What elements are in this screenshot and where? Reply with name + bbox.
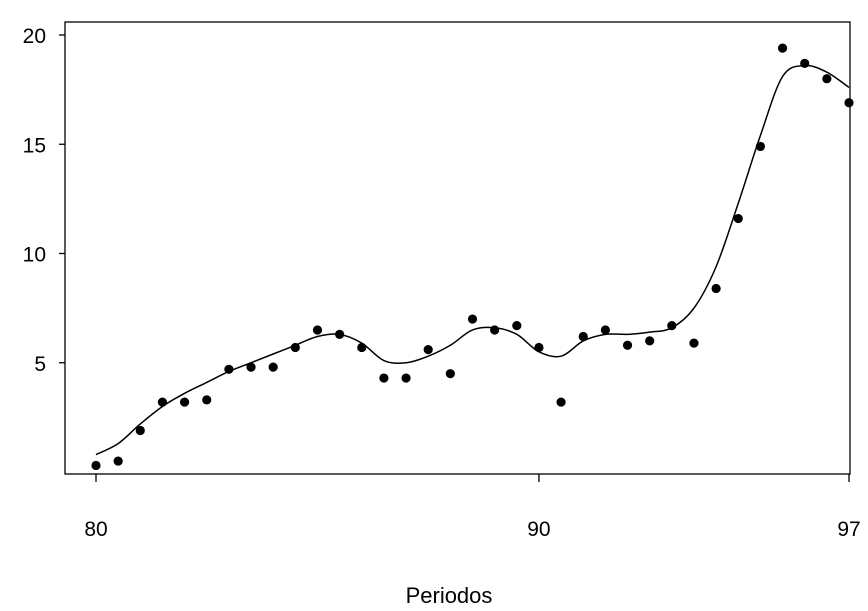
x-axis: 80 90 97	[84, 474, 861, 541]
data-point	[445, 369, 455, 379]
data-point	[224, 364, 234, 374]
data-point	[423, 345, 433, 355]
data-point	[246, 362, 256, 372]
data-point	[622, 340, 633, 350]
data-point	[379, 373, 389, 383]
data-point	[490, 325, 500, 335]
data-point	[179, 397, 190, 407]
y-tick-label: 20	[23, 25, 46, 48]
y-tick-label: 15	[23, 134, 46, 157]
data-point	[157, 397, 168, 407]
fitted-line	[95, 64, 850, 456]
data-point	[534, 342, 544, 353]
x-tick-label: 97	[837, 518, 860, 541]
data-point	[667, 321, 677, 331]
data-point	[357, 342, 367, 353]
data-point	[711, 283, 721, 294]
plot-frame	[64, 21, 851, 475]
data-point	[290, 342, 300, 353]
x-tick-label: 90	[527, 518, 550, 541]
scatter-points-series	[91, 43, 854, 471]
data-point	[202, 395, 212, 405]
data-point	[467, 314, 478, 324]
data-point	[733, 213, 743, 224]
data-point	[556, 397, 566, 407]
x-tick-label: 80	[84, 518, 107, 541]
data-point	[335, 329, 345, 339]
y-axis: 5 10 15 20	[23, 25, 65, 376]
data-point	[689, 338, 699, 348]
data-point	[822, 74, 832, 84]
data-point	[755, 141, 766, 152]
data-point	[844, 98, 854, 108]
data-point	[91, 460, 101, 471]
data-point	[645, 336, 655, 346]
data-point	[600, 325, 610, 335]
x-axis-title: Periodos	[406, 583, 493, 608]
data-point	[401, 373, 411, 383]
data-point	[800, 58, 810, 69]
data-point	[512, 321, 522, 331]
data-point	[113, 456, 123, 466]
data-point	[135, 425, 145, 436]
data-point	[777, 43, 788, 53]
plot-border	[64, 21, 851, 475]
y-tick-label: 5	[34, 353, 46, 376]
data-point	[268, 362, 278, 372]
data-point	[312, 325, 323, 335]
data-point	[578, 331, 588, 342]
y-tick-label: 10	[23, 244, 46, 267]
fitted-line-series	[95, 64, 850, 456]
